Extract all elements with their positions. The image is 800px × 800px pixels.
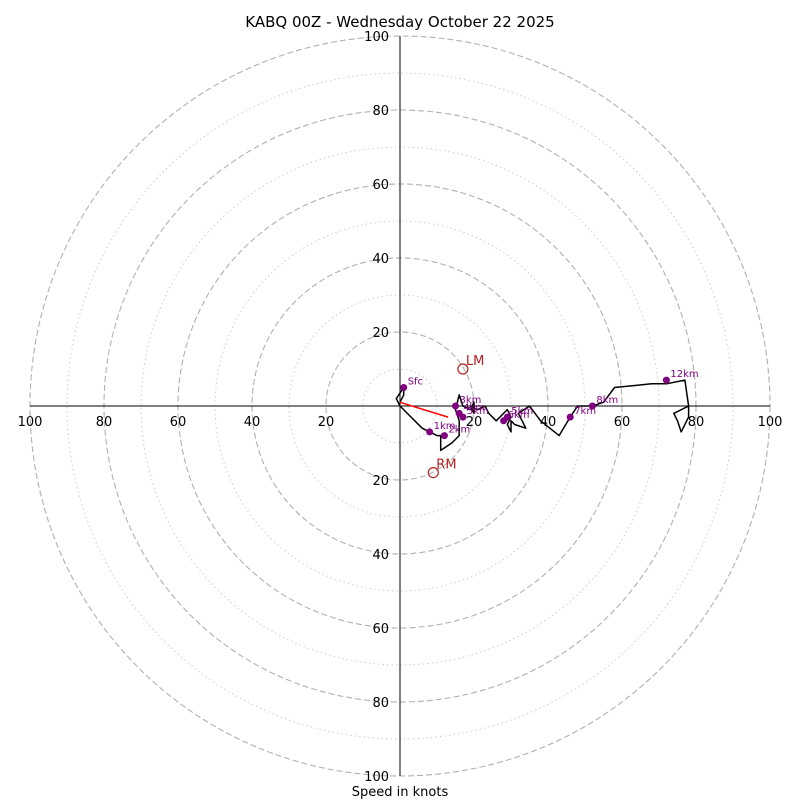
height-marker — [400, 384, 408, 391]
height-marker — [426, 428, 434, 436]
y-tick-label: 80 — [372, 696, 389, 711]
y-tick-label: 40 — [372, 548, 389, 563]
y-tick-label: 20 — [372, 474, 389, 489]
chart-title: KABQ 00Z - Wednesday October 22 2025 — [245, 13, 554, 31]
y-tick-label: 20 — [372, 326, 389, 341]
x-tick-label: 40 — [540, 415, 557, 430]
x-tick-label: 60 — [614, 415, 631, 430]
height-marker-label: 2km — [448, 425, 470, 436]
hodograph-trace — [395, 379, 690, 452]
height-marker — [662, 376, 670, 384]
tick-labels: 100 80 60 40 20 20 40 60 80 100 100 80 60 40 20 20 40 60 8… — [18, 30, 783, 785]
height-marker-label: 1km — [434, 421, 456, 432]
height-marker-label: 5km — [467, 406, 489, 417]
height-marker — [566, 413, 574, 421]
height-marker-label: 7km — [574, 406, 596, 417]
y-tick-label: 60 — [372, 178, 389, 193]
wind-profile — [395, 379, 690, 452]
y-tick-label: 100 — [364, 770, 389, 785]
height-marker — [440, 432, 448, 440]
x-tick-label: 20 — [466, 415, 483, 430]
right-mover-marker — [427, 467, 439, 479]
height-marker-label: 8km — [596, 395, 618, 406]
height-marker-label: 5km — [511, 406, 533, 417]
height-marker-label: 4km — [463, 402, 485, 413]
x-tick-label: 80 — [688, 415, 705, 430]
storm-motion-markers: LM RM — [427, 354, 484, 479]
left-mover-marker — [457, 363, 469, 375]
x-tick-label: 100 — [18, 415, 43, 430]
shear-vector — [399, 401, 449, 418]
height-marker — [588, 402, 596, 410]
y-tick-label: 100 — [364, 30, 389, 45]
shear-vector-line — [399, 401, 449, 418]
right-mover-label: RM — [436, 458, 456, 473]
x-tick-label: 20 — [318, 415, 335, 430]
height-marker — [503, 413, 511, 421]
x-tick-label: 100 — [758, 415, 783, 430]
x-tick-label: 60 — [170, 415, 187, 430]
y-tick-label: 40 — [372, 252, 389, 267]
height-marker-label: Sfc — [408, 377, 423, 388]
height-marker — [459, 413, 467, 421]
x-tick-label: 80 — [96, 415, 113, 430]
height-marker-label: 12km — [670, 369, 698, 380]
x-tick-label: 40 — [244, 415, 261, 430]
height-marker-label: 6km — [508, 410, 530, 421]
left-mover-label: LM — [466, 354, 484, 369]
height-marker-label: 3km — [460, 395, 482, 406]
height-marker — [452, 402, 459, 410]
y-tick-label: 60 — [372, 622, 389, 637]
x-axis-label: Speed in knots — [352, 785, 449, 800]
y-tick-label: 80 — [372, 104, 389, 119]
